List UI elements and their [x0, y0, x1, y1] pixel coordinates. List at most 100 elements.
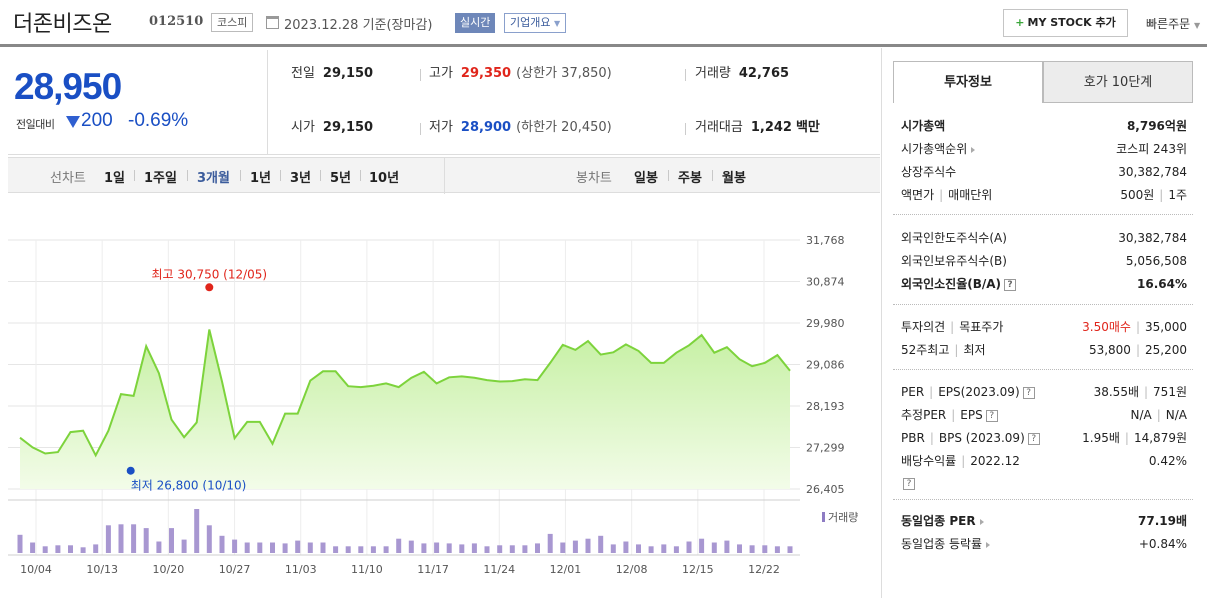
calendar-icon: [266, 16, 279, 29]
add-my-stock-label: MY STOCK 추가: [1027, 16, 1116, 29]
tab-invest-info[interactable]: 투자정보: [893, 61, 1043, 103]
y-tick-label: 26,405: [806, 483, 845, 496]
volume-bar: [648, 546, 654, 553]
pbr-value: 1.95배: [1082, 431, 1120, 445]
separator: [240, 170, 241, 181]
pbr-label: PBR: [901, 431, 925, 445]
bps-value: 14,879원: [1133, 431, 1187, 445]
period-10y[interactable]: 10년: [369, 171, 400, 186]
volume-bar: [661, 544, 667, 553]
help-icon[interactable]: ?: [1027, 432, 1040, 445]
dividend-value: 0.42%: [1148, 454, 1187, 468]
foreign-limit-row: 외국인한도주식수(A) 30,382,784: [893, 227, 1193, 250]
help-icon[interactable]: ?: [1004, 278, 1017, 291]
shares-row: 상장주식수 30,382,784: [893, 161, 1193, 184]
realtime-button[interactable]: 실시간: [455, 13, 496, 33]
period-1d[interactable]: 1일: [104, 171, 126, 186]
per-row: PER | EPS(2023.09)? 38.55배 | 751원: [901, 385, 1187, 399]
y-tick-label: 29,980: [806, 317, 845, 330]
period-3m[interactable]: 3개월: [197, 171, 230, 186]
eps-label: EPS(2023.09): [938, 385, 1020, 399]
volume-bar: [610, 544, 616, 553]
separator: [668, 170, 669, 181]
period-weekly[interactable]: 주봉: [678, 171, 702, 186]
volume-bar: [711, 542, 717, 553]
x-tick-label: 12/22: [748, 563, 780, 576]
volume-bar: [244, 542, 250, 553]
bps-label: BPS (2023.09): [938, 431, 1025, 445]
separator: [685, 123, 686, 135]
industry-per-row[interactable]: 동일업종 PER 77.19배: [893, 510, 1193, 533]
price-line: [19, 329, 791, 458]
x-tick-label: 10/27: [219, 563, 251, 576]
help-icon[interactable]: ?: [903, 478, 915, 490]
company-name: 더존비즈온: [13, 12, 112, 37]
caret-down-icon: ▼: [1194, 21, 1201, 30]
shares-value: 30,382,784: [1118, 165, 1187, 179]
volume-bar: [156, 541, 162, 553]
volume-bar: [446, 543, 452, 553]
opinion-value: 3.50매수: [1082, 320, 1131, 334]
foreign-ratio-row: 외국인소진율(B/A)? 16.64%: [893, 273, 1193, 296]
period-daily[interactable]: 일봉: [634, 171, 658, 186]
volume-bar: [459, 544, 465, 553]
volume-bar: [257, 542, 263, 553]
opinion-label: 투자의견: [901, 320, 946, 334]
lot-label: 매매단위: [948, 188, 993, 202]
dividend-label: 배당수익률: [901, 454, 957, 468]
price-area: [20, 329, 790, 489]
volume-row: 거래량 42,765: [695, 64, 789, 84]
volume-bar: [396, 538, 402, 553]
separator: [420, 123, 421, 135]
price-summary: 28,950 전일대비 200 -0.69% 전일 29,150 고가 29,350…: [8, 50, 880, 155]
prev-close-value: 29,150: [322, 66, 374, 81]
industry-per-label: 동일업종 PER: [901, 514, 976, 528]
add-my-stock-button[interactable]: + MY STOCK 추가: [1003, 9, 1128, 37]
cap-rank-row[interactable]: 시가총액순위 코스피 243위: [893, 138, 1193, 161]
help-icon[interactable]: ?: [985, 409, 998, 422]
industry-rate-label: 동일업종 등락률: [901, 537, 983, 551]
market-cap-label: 시가총액: [901, 119, 946, 133]
period-5y[interactable]: 5년: [330, 171, 352, 186]
market-badge: 코스피: [211, 13, 254, 32]
volume-bar: [143, 528, 149, 553]
volume-legend: 거래량: [828, 511, 858, 524]
plus-icon: +: [1015, 16, 1025, 29]
volume-bar: [42, 546, 48, 553]
volume-bar: [434, 542, 440, 553]
period-1y[interactable]: 1년: [250, 171, 272, 186]
quick-order-button[interactable]: 빠른주문 ▼: [1146, 15, 1200, 32]
arrow-right-icon: [986, 541, 991, 548]
tab-order-book[interactable]: 호가 10단계: [1043, 61, 1193, 103]
volume-bar: [383, 546, 389, 553]
volume-bar: [370, 546, 376, 553]
volume-bar: [17, 534, 23, 553]
separator: [187, 170, 188, 181]
period-monthly[interactable]: 월봉: [722, 171, 746, 186]
trade-value-label: 거래대금: [695, 120, 743, 135]
volume-bar: [270, 542, 275, 553]
volume-bar: [636, 544, 641, 553]
bar-divider: [444, 158, 445, 194]
target-value: 35,000: [1145, 320, 1187, 334]
arrow-right-icon: [979, 518, 984, 525]
arrow-right-icon: [971, 146, 976, 153]
help-icon[interactable]: ?: [1022, 386, 1035, 399]
volume-bar: [686, 541, 692, 553]
quick-order-label: 빠른주문: [1146, 17, 1191, 31]
volume-bar: [105, 525, 111, 553]
industry-rate-row[interactable]: 동일업종 등락률 +0.84%: [893, 533, 1193, 556]
pbr-row: PBR | BPS (2023.09)? 1.95배 | 14,879원: [901, 431, 1187, 445]
lower-limit: (하한가 20,450): [516, 120, 612, 135]
chart-period-bar: 선차트 1일 1주일 3개월 1년 3년 5년 10년 봉차트 일봉 주봉 월봉: [8, 157, 880, 194]
per-label: PER: [901, 385, 925, 399]
period-1w[interactable]: 1주일: [144, 171, 177, 186]
dividend-row: 배당수익률 | 2022.12 0.42% ?: [893, 450, 1193, 496]
x-tick-label: 11/24: [483, 563, 515, 576]
x-tick-label: 12/01: [550, 563, 582, 576]
target-label: 목표주가: [959, 320, 1004, 334]
company-overview-dropdown[interactable]: 기업개요 ▼: [504, 13, 567, 33]
volume-bar: [408, 540, 414, 553]
period-3y[interactable]: 3년: [290, 171, 312, 186]
market-cap-row: 시가총액 8,796억원: [893, 115, 1193, 138]
